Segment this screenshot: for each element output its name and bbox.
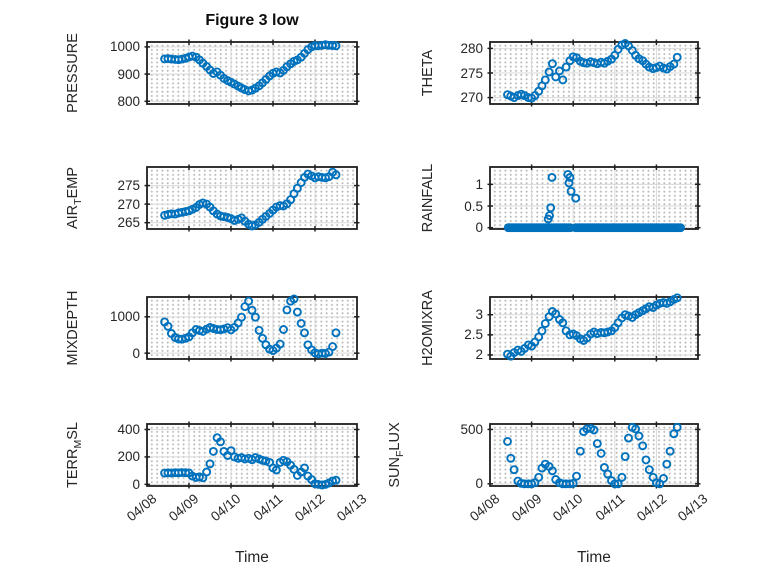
plot-area-rainfall: [487, 164, 701, 233]
y-tick-label: 400: [117, 421, 140, 437]
plot-background-pressure: [147, 42, 357, 104]
plot-area-pressure: [144, 39, 360, 107]
plot-area-h2omixra: [487, 293, 701, 362]
x-axis-label-right: Time: [577, 549, 611, 566]
x-tick-label: 04/08: [467, 491, 503, 525]
plot-area-terr-msl: [144, 421, 360, 490]
data-markers-rainfall: [503, 169, 685, 233]
x-axis-label-left: Time: [235, 549, 269, 566]
y-tick-label: 1000: [109, 309, 140, 325]
plot-background-mixdepth: [147, 297, 357, 359]
ylabel-h2omixra: H2OMIXRA: [420, 290, 436, 366]
tick-marks: [144, 294, 360, 362]
major-gridlines: [490, 167, 698, 229]
x-tick-label: 04/13: [675, 491, 711, 525]
y-tick-label: 900: [117, 66, 140, 82]
y-tick-label: 3: [475, 307, 483, 323]
x-tick-label: 04/09: [166, 491, 202, 525]
x-tick-label: 04/10: [550, 491, 586, 525]
data-markers-air-temp: [160, 167, 341, 231]
y-tick-label: 0: [132, 345, 140, 361]
x-tick-label: 04/10: [208, 491, 244, 525]
axes-box: [146, 423, 358, 487]
data-markers-h2omixra: [503, 293, 682, 361]
tick-marks: [487, 294, 701, 362]
major-gridlines: [147, 42, 357, 104]
y-tick-label: 500: [460, 421, 483, 437]
tick-marks: [487, 164, 701, 232]
ylabel-sun-flux: SUNFLUX: [387, 422, 406, 488]
x-tick-label: 04/09: [508, 491, 545, 525]
axes-box: [489, 166, 699, 230]
ylabel-terr-msl: TERRMSL: [65, 422, 84, 488]
y-tick-label: 265: [117, 215, 140, 231]
data-markers-pressure: [160, 40, 341, 96]
plot-area-sun-flux: [487, 421, 701, 489]
axes-box: [146, 41, 358, 105]
x-tick-label: 04/12: [292, 491, 328, 525]
y-tick-label: 280: [460, 40, 483, 56]
y-tick-label: 1: [475, 176, 483, 192]
x-tick-label: 04/12: [633, 491, 670, 525]
plot-area-air-temp: [144, 164, 360, 232]
y-tick-label: 0: [132, 476, 140, 492]
x-tick-label: 04/13: [334, 491, 370, 525]
data-markers-sun-flux: [503, 422, 682, 489]
plot-background-rainfall: [490, 167, 698, 229]
data-markers-terr-msl: [160, 433, 341, 490]
y-tick-label: 275: [117, 178, 140, 194]
y-tick-label: 2.5: [464, 327, 483, 343]
plot-area-mixdepth: [144, 294, 360, 362]
tick-marks: [144, 164, 360, 232]
y-tick-label: 0: [475, 220, 483, 236]
axes-box: [489, 423, 699, 487]
y-tick-label: 270: [460, 90, 483, 106]
y-tick-label: 800: [117, 93, 140, 109]
data-markers-mixdepth: [160, 294, 341, 359]
data-markers-theta: [503, 39, 682, 103]
tick-marks: [487, 39, 701, 107]
x-tick-label: 04/08: [124, 491, 160, 525]
x-tick-label: 04/11: [592, 491, 628, 524]
plot-area-theta: [487, 39, 701, 107]
y-tick-label: 270: [117, 196, 140, 212]
figure-title: Figure 3 low: [205, 12, 299, 29]
y-tick-label: 1000: [109, 39, 140, 55]
tick-marks: [144, 39, 360, 107]
axes-box: [489, 296, 699, 360]
y-tick-label: 275: [460, 65, 483, 81]
y-tick-label: 0.5: [464, 198, 483, 214]
major-gridlines: [147, 167, 357, 229]
y-tick-label: 200: [117, 449, 140, 465]
x-tick-label: 04/11: [250, 491, 286, 524]
y-tick-label: 2: [475, 347, 483, 363]
axes-box: [146, 296, 358, 360]
y-tick-label: 0: [475, 476, 483, 492]
